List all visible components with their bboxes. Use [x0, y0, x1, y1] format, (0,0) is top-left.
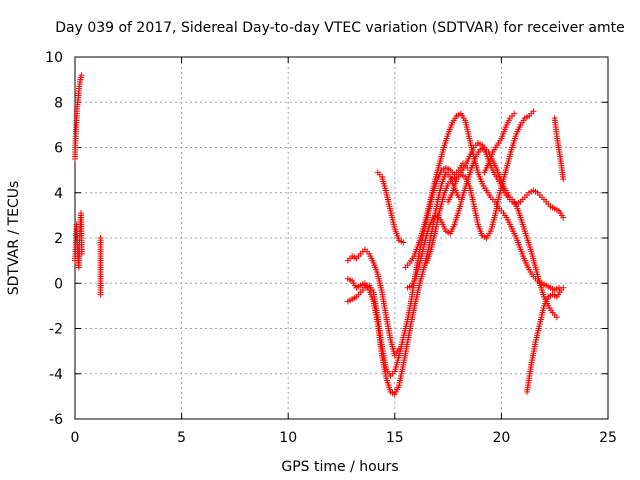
y-tick-label: -2 [49, 322, 63, 338]
y-tick-label: -6 [49, 412, 63, 428]
y-tick-label: 2 [54, 231, 63, 247]
x-axis-title: GPS time / hours [281, 459, 398, 475]
data-point [78, 250, 85, 257]
y-axis-title: SDTVAR / TECUs [6, 181, 22, 296]
tick-labels: 0 5 10 15 20 25 -6 -4 -2 0 2 4 6 8 10 [45, 50, 617, 446]
x-tick-label: 10 [279, 430, 297, 446]
chart-title: Day 039 of 2017, Sidereal Day-to-day VTE… [55, 20, 625, 36]
y-tick-label: -4 [49, 367, 63, 383]
y-tick-label: 0 [54, 276, 63, 292]
y-tick-label: 10 [45, 50, 63, 66]
data-points [72, 72, 567, 398]
y-tick-label: 6 [54, 141, 63, 157]
data-point [530, 108, 537, 115]
x-tick-label: 15 [386, 430, 404, 446]
x-tick-label: 25 [599, 430, 617, 446]
data-point [560, 214, 567, 221]
x-tick-label: 20 [492, 430, 510, 446]
axis-ticks [74, 56, 609, 420]
data-point [78, 72, 85, 79]
y-tick-label: 8 [54, 95, 63, 111]
data-point [553, 314, 560, 321]
data-point [560, 176, 567, 183]
x-tick-label: 0 [71, 430, 80, 446]
x-tick-label: 5 [177, 430, 186, 446]
data-point [511, 110, 518, 117]
data-point [400, 239, 407, 246]
y-tick-label: 4 [54, 186, 63, 202]
data-point [97, 291, 104, 298]
grid [75, 57, 608, 419]
data-point [558, 287, 565, 294]
